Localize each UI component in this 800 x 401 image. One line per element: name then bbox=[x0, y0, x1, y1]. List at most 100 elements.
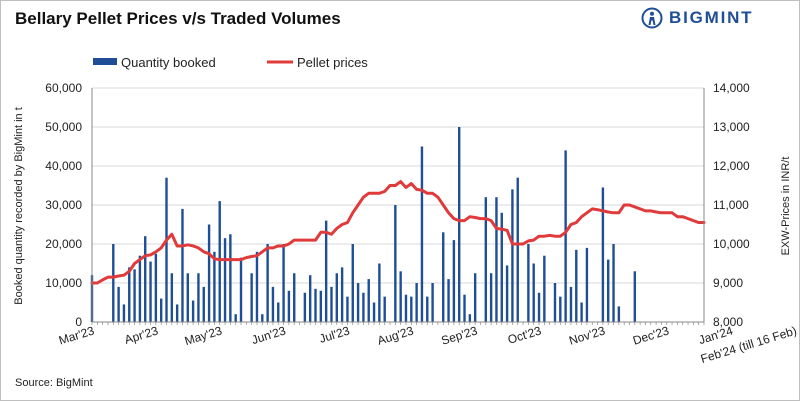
bar bbox=[362, 292, 365, 322]
bar bbox=[170, 273, 174, 322]
bar bbox=[410, 296, 413, 322]
bar bbox=[287, 290, 291, 322]
legend-line-label: Pellet prices bbox=[297, 55, 368, 70]
axes bbox=[91, 88, 705, 325]
legend: Quantity booked Pellet prices bbox=[93, 55, 368, 70]
bar bbox=[415, 283, 418, 322]
bar-series bbox=[90, 127, 637, 322]
bar bbox=[351, 244, 354, 322]
bar bbox=[537, 292, 541, 322]
bar bbox=[324, 220, 328, 322]
bar bbox=[128, 267, 131, 322]
bar bbox=[431, 283, 434, 322]
y-right-tick-label: 8,000 bbox=[713, 315, 743, 329]
bar bbox=[319, 290, 323, 322]
y-right-tick-label: 12,000 bbox=[713, 159, 750, 173]
bar bbox=[154, 253, 158, 322]
bar bbox=[553, 283, 557, 322]
bar bbox=[559, 296, 562, 322]
bar bbox=[607, 259, 610, 322]
bar bbox=[255, 251, 259, 322]
bar bbox=[495, 197, 498, 322]
source-note: Source: BigMint bbox=[15, 377, 93, 389]
bar bbox=[229, 234, 232, 322]
bar bbox=[580, 302, 583, 322]
bar bbox=[601, 187, 605, 322]
bar bbox=[207, 224, 211, 322]
price-line bbox=[90, 180, 706, 285]
y-right-tick-label: 11,000 bbox=[713, 198, 749, 212]
y-left-tick-label: 20,000 bbox=[45, 237, 82, 251]
bar bbox=[532, 263, 535, 322]
y-left-tick-label: 10,000 bbox=[45, 276, 82, 290]
bar bbox=[175, 304, 179, 322]
bar bbox=[239, 257, 243, 322]
legend-bar-label: Quantity booked bbox=[121, 55, 216, 70]
bar bbox=[372, 302, 376, 322]
bar bbox=[500, 212, 503, 322]
bar bbox=[346, 296, 349, 322]
line-series bbox=[90, 180, 706, 285]
bar bbox=[218, 201, 221, 322]
bar bbox=[133, 269, 136, 322]
bar bbox=[575, 249, 578, 322]
bar bbox=[303, 292, 307, 322]
bar bbox=[585, 247, 589, 322]
bar bbox=[468, 314, 472, 322]
bar bbox=[159, 298, 163, 322]
bar bbox=[112, 244, 115, 322]
bar bbox=[308, 275, 312, 322]
bar bbox=[117, 286, 120, 322]
bar bbox=[399, 271, 402, 322]
y-left-tick-label: 30,000 bbox=[45, 198, 82, 212]
bar bbox=[122, 304, 126, 322]
bar bbox=[617, 306, 621, 322]
x-tick-label: Oct'23 bbox=[506, 323, 543, 347]
bar bbox=[149, 261, 152, 322]
y-left-tick-label: 0 bbox=[75, 315, 82, 329]
x-tick-label: Dec'23 bbox=[631, 323, 671, 347]
bar bbox=[271, 286, 275, 322]
y-left-tick-label: 60,000 bbox=[45, 81, 82, 95]
bar bbox=[473, 273, 477, 322]
bar bbox=[250, 273, 253, 322]
bar bbox=[234, 314, 237, 322]
bar bbox=[367, 279, 370, 322]
y-axis-left-title: Booked quantity recorded by BigMint in t bbox=[13, 107, 25, 305]
bar bbox=[463, 294, 466, 322]
bar bbox=[165, 177, 168, 322]
y-axis-right-title: EXW-Prices in INR/t bbox=[780, 157, 792, 256]
bar bbox=[458, 127, 461, 322]
x-tick-label: Jun'23 bbox=[250, 323, 288, 347]
y-right-tick-label: 14,000 bbox=[713, 81, 750, 95]
y-right-tick-label: 10,000 bbox=[713, 237, 750, 251]
bar bbox=[442, 232, 445, 322]
bar bbox=[633, 271, 637, 322]
y-left-tick-label: 40,000 bbox=[45, 159, 82, 173]
bar bbox=[261, 314, 264, 322]
gridlines bbox=[92, 87, 704, 284]
bar bbox=[197, 273, 200, 322]
bar bbox=[213, 251, 216, 322]
brand-name: BIGMINT bbox=[669, 8, 754, 27]
bar bbox=[282, 244, 285, 322]
bar bbox=[484, 197, 488, 322]
x-tick-label: Jul'23 bbox=[318, 323, 352, 346]
bar bbox=[516, 177, 519, 322]
bar bbox=[511, 189, 514, 322]
bar bbox=[420, 146, 424, 322]
bar bbox=[223, 238, 227, 322]
x-tick-label: Nov'23 bbox=[567, 323, 607, 347]
bar bbox=[378, 263, 381, 322]
x-tick-label: Aug'23 bbox=[376, 323, 416, 347]
bar bbox=[330, 286, 333, 322]
bar bbox=[564, 150, 567, 322]
bar bbox=[527, 244, 530, 322]
bar bbox=[452, 240, 456, 322]
bar bbox=[191, 300, 195, 322]
bar bbox=[489, 273, 493, 322]
bar bbox=[277, 302, 280, 322]
bar bbox=[394, 205, 397, 322]
